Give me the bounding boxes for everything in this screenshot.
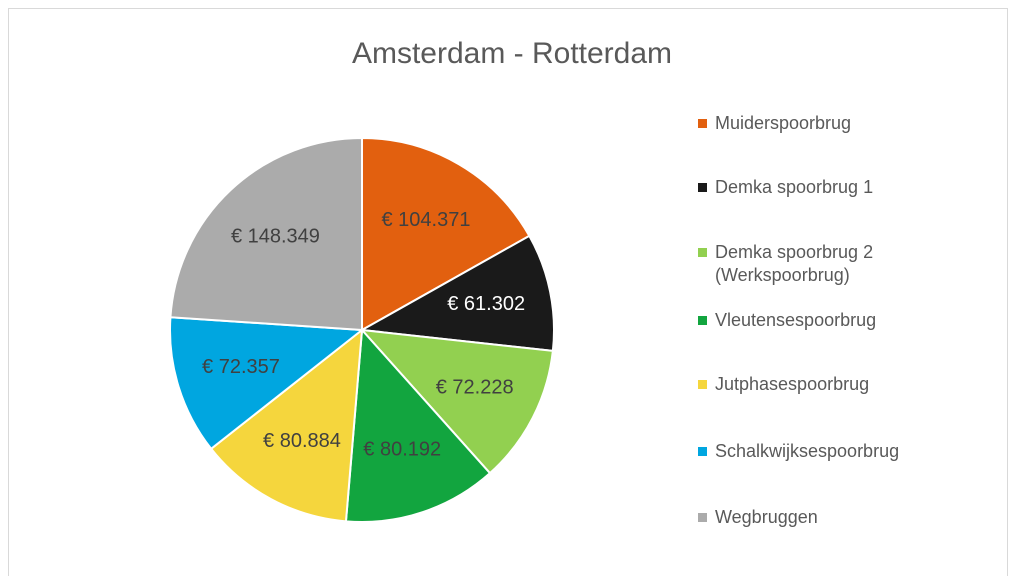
legend-swatch <box>698 183 707 192</box>
legend-label: Muiderspoorbrug <box>715 113 852 133</box>
pie-slice <box>344 327 492 523</box>
legend-entry: Jutphasespoorbrug <box>698 373 935 396</box>
legend-swatch <box>698 119 707 128</box>
pie-slice <box>358 234 555 352</box>
legend-swatch <box>698 380 707 389</box>
legend-entry: Schalkwijksespoorbrug <box>698 440 935 463</box>
legend-entry: Demka spoorbrug 1 <box>698 176 935 199</box>
pie-slice <box>359 328 554 475</box>
pie-slice <box>209 327 364 523</box>
data-label: € 80.192 <box>363 438 441 460</box>
pie-slice <box>169 136 363 332</box>
legend-swatch <box>698 248 707 257</box>
pie-slice <box>361 136 531 332</box>
legend-entry: Wegbruggen <box>698 506 935 529</box>
data-label: € 72.357 <box>202 356 280 378</box>
chart-title: Amsterdam - Rotterdam <box>352 37 672 70</box>
chart-frame <box>8 8 1008 576</box>
data-label: € 61.302 <box>447 293 525 315</box>
legend-label: Vleutensespoorbrug <box>715 310 877 330</box>
legend-swatch <box>698 316 707 325</box>
data-label: € 80.884 <box>263 430 341 452</box>
legend-label: Demka spoorbrug 2 (Werkspoorbrug) <box>715 242 874 285</box>
pie-slice <box>169 316 365 451</box>
legend-swatch <box>698 447 707 456</box>
legend-label: Demka spoorbrug 1 <box>715 177 874 197</box>
legend-entry: Demka spoorbrug 2 (Werkspoorbrug) <box>698 241 900 287</box>
legend-swatch <box>698 513 707 522</box>
data-label: € 104.371 <box>381 209 470 231</box>
legend-label: Wegbruggen <box>715 507 818 527</box>
legend-label: Schalkwijksespoorbrug <box>715 441 900 461</box>
legend-entry: Vleutensespoorbrug <box>698 309 935 332</box>
legend-label: Jutphasespoorbrug <box>715 374 870 394</box>
legend-entry: Muiderspoorbrug <box>698 112 935 135</box>
data-label: € 72.228 <box>436 376 514 398</box>
data-label: € 148.349 <box>231 226 320 248</box>
